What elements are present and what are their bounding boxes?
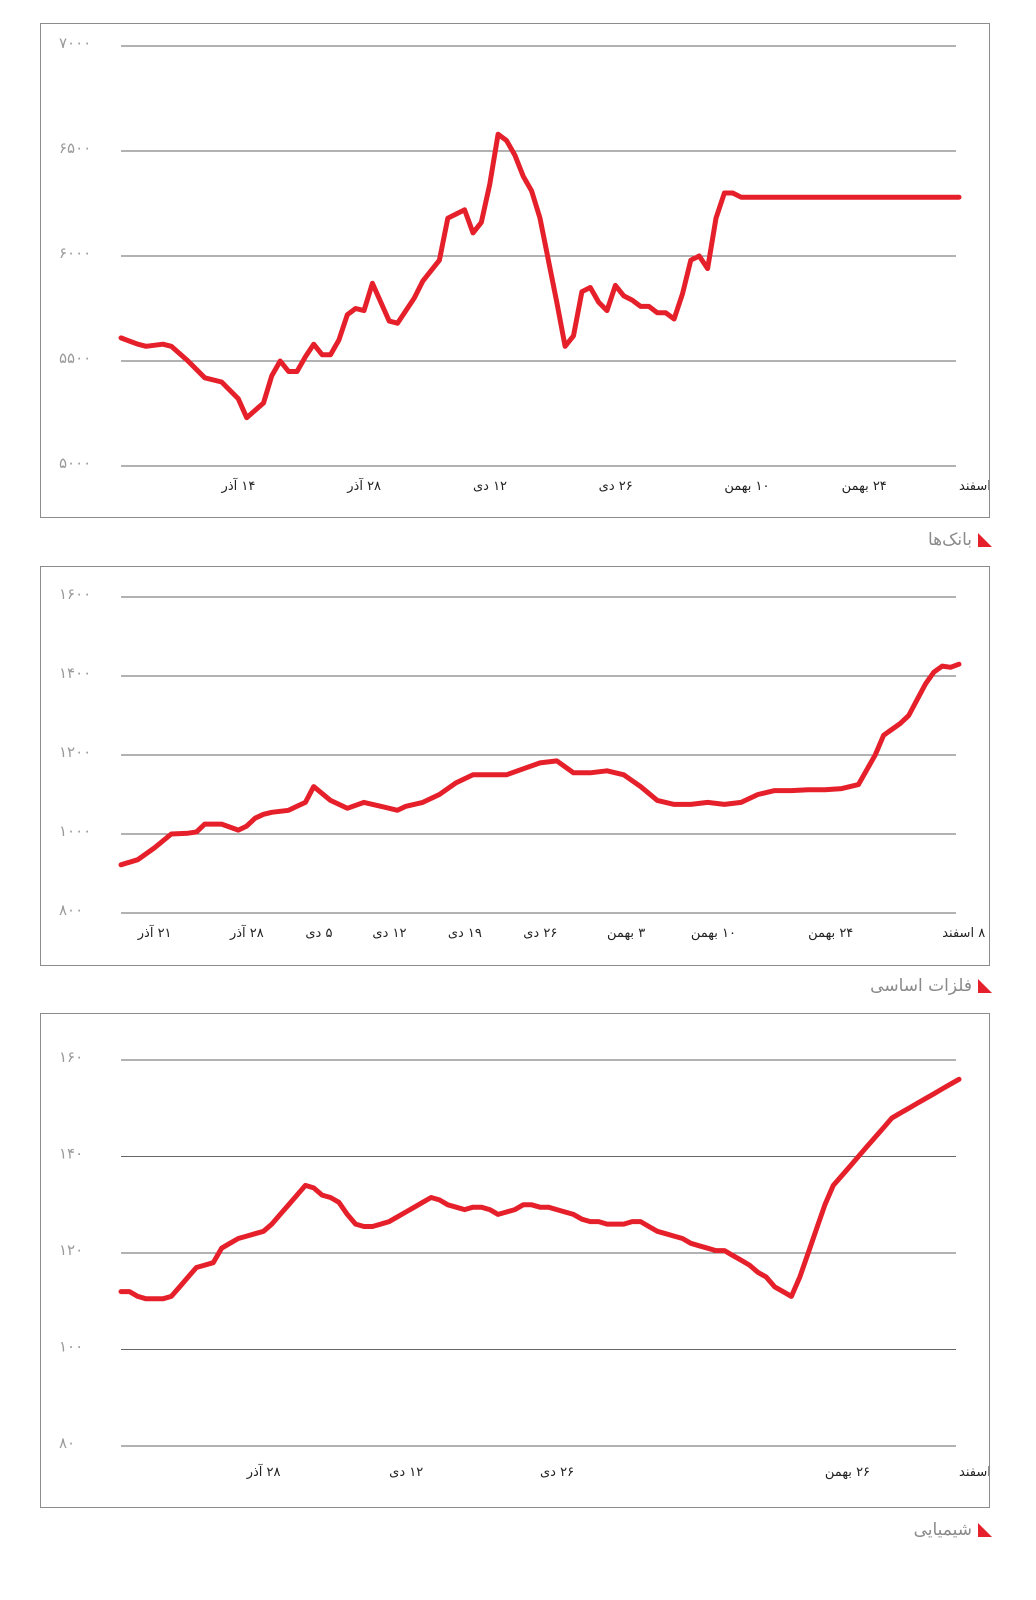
y-tick-label: ۱۲۰۰ <box>59 743 91 761</box>
y-tick-label: ۷۰۰۰ <box>59 34 91 52</box>
x-tick-label: ۱۴ آذر <box>221 477 256 494</box>
x-tick-label: ۱۰ بهمن <box>691 926 736 941</box>
x-tick-label: ۲۸ آذر <box>346 477 381 494</box>
caption-chemicals: شیمیایی <box>914 1520 992 1540</box>
x-tick-label: ۸ اسفند <box>959 479 989 494</box>
y-tick-label: ۱۴۰ <box>59 1145 83 1163</box>
chart-panel-banks: ۵۰۰۰ ۵۵۰۰ ۶۰۰۰ ۶۵۰۰ ۷۰۰۰ ۱۴ آذر ۲۸ آذر ۱۲ دی ۲۶ … <box>40 23 990 518</box>
caption-text-chemicals: شیمیایی <box>913 1520 972 1540</box>
x-tick-label: ۲۱ آذر <box>137 924 172 941</box>
x-tick-label: ۲۶ بهمن <box>825 1465 870 1480</box>
caption-text-base-metals: فلزات اساسی <box>870 976 972 996</box>
chart-base-metals: ۸۰۰ ۱۰۰۰ ۱۲۰۰ ۱۴۰۰ ۱۶۰۰ ۲۱ آذر ۲۸ آذر ۵ دی ۱۲ دی… <box>59 585 985 941</box>
y-tick-label: ۶۵۰۰ <box>59 139 91 157</box>
x-tick-label: ۲۸ آذر <box>246 1463 281 1480</box>
caption-flag-icon <box>978 1523 992 1537</box>
y-tick-label: ۵۵۰۰ <box>59 349 91 367</box>
y-tick-label: ۱۰۰۰ <box>59 822 91 840</box>
caption-flag-icon <box>978 979 992 993</box>
x-tick-label: ۱۰ بهمن <box>724 479 769 494</box>
caption-text-banks: بانک‌ها <box>927 530 972 550</box>
x-tick-label: ۳ بهمن <box>607 926 645 941</box>
x-tick-label: ۲۶ دی <box>523 926 557 941</box>
y-tick-label: ۶۰۰۰ <box>59 244 91 262</box>
y-tick-label: ۸۰۰ <box>59 901 83 919</box>
y-tick-label: ۱۶۰ <box>59 1048 83 1066</box>
chart-panel-chemicals: ۸۰ ۱۰۰ ۱۲۰ ۱۴۰ ۱۶۰ ۲۸ آذر ۱۲ دی ۲۶ دی ۲۶ بهمن ۸ ا… <box>40 1013 990 1508</box>
x-tick-label: ۲۴ بهمن <box>808 926 853 941</box>
x-tick-label: ۲۶ دی <box>599 479 633 494</box>
y-tick-label: ۵۰۰۰ <box>59 454 91 472</box>
x-tick-label: ۱۲ دی <box>473 479 507 494</box>
x-tick-label: ۲۸ آذر <box>229 924 264 941</box>
series-line <box>118 1076 962 1302</box>
x-tick-label: ۸ اسفند <box>942 926 985 941</box>
y-tick-label: ۱۰۰ <box>59 1338 83 1356</box>
y-tick-label: ۱۲۰ <box>59 1241 83 1259</box>
y-tick-label: ۱۶۰۰ <box>59 585 91 603</box>
series-line <box>118 661 962 868</box>
x-tick-label: ۲۶ دی <box>540 1465 574 1480</box>
x-tick-label: ۲۴ بهمن <box>842 479 887 494</box>
caption-base-metals: فلزات اساسی <box>870 976 992 996</box>
x-tick-label: ۵ دی <box>305 926 332 941</box>
caption-banks: بانک‌ها <box>928 530 992 550</box>
series-line <box>118 131 962 421</box>
caption-flag-icon <box>978 533 992 547</box>
y-tick-label: ۸۰ <box>59 1434 75 1452</box>
chart-chemicals: ۸۰ ۱۰۰ ۱۲۰ ۱۴۰ ۱۶۰ ۲۸ آذر ۱۲ دی ۲۶ دی ۲۶ بهمن ۸ ا… <box>59 1048 989 1480</box>
chart-panel-base-metals: ۸۰۰ ۱۰۰۰ ۱۲۰۰ ۱۴۰۰ ۱۶۰۰ ۲۱ آذر ۲۸ آذر ۵ دی ۱۲ دی… <box>40 566 990 966</box>
x-tick-label: ۱۲ دی <box>372 926 406 941</box>
x-tick-label: ۸ اسفند <box>959 1465 989 1480</box>
chart-banks: ۵۰۰۰ ۵۵۰۰ ۶۰۰۰ ۶۵۰۰ ۷۰۰۰ ۱۴ آذر ۲۸ آذر ۱۲ دی ۲۶ … <box>59 34 989 494</box>
x-tick-label: ۱۹ دی <box>448 926 482 941</box>
y-tick-label: ۱۴۰۰ <box>59 664 91 682</box>
x-tick-label: ۱۲ دی <box>389 1465 423 1480</box>
